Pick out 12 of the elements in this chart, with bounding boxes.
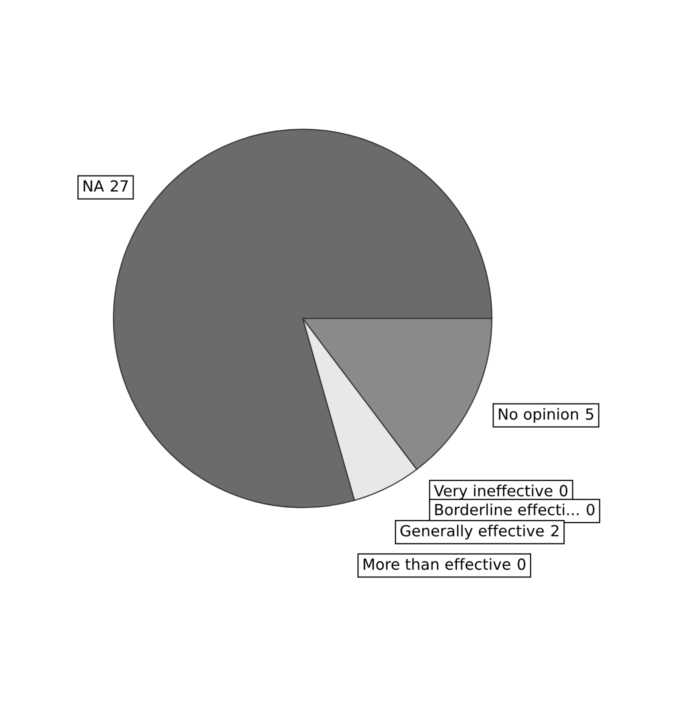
text: 0: [518, 558, 526, 570]
category-label: More than effective: [364, 558, 510, 570]
slice-label: NA: [84, 180, 104, 192]
text: 0: [560, 484, 568, 496]
slice-label: No opinion: [498, 408, 578, 423]
text: 0: [586, 504, 594, 516]
slice-label: Generally effective: [400, 524, 544, 540]
category-label: Borderline effecti...: [435, 504, 579, 516]
data-label: 5: [586, 408, 594, 420]
category-label: Very ineffective: [434, 484, 552, 500]
data-label: 2: [551, 524, 558, 536]
data-label: 27: [110, 180, 128, 192]
